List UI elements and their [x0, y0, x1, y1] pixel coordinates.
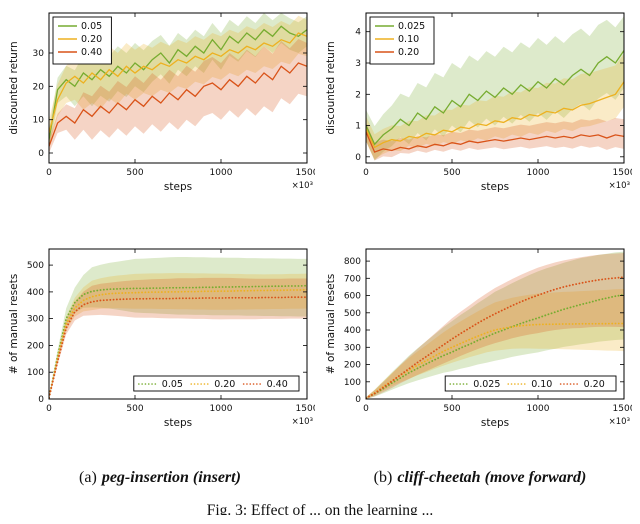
- svg-text:3: 3: [355, 59, 361, 69]
- svg-text:10: 10: [33, 116, 45, 126]
- svg-text:500: 500: [126, 168, 143, 178]
- svg-text:0.20: 0.20: [214, 379, 235, 390]
- svg-text:0.10: 0.10: [531, 379, 552, 390]
- svg-text:0: 0: [363, 168, 369, 178]
- bottom-charts-row: 0500100015000100200300400500steps×10³# o…: [0, 241, 640, 451]
- svg-text:×10³: ×10³: [609, 181, 630, 191]
- svg-text:steps: steps: [164, 417, 192, 429]
- caption-a-label: (a): [79, 469, 97, 486]
- svg-text:0.40: 0.40: [267, 379, 288, 390]
- svg-text:500: 500: [27, 261, 44, 271]
- svg-text:0.05: 0.05: [162, 379, 183, 390]
- svg-text:2: 2: [355, 90, 361, 100]
- caption-a-title: peg-insertion (insert): [101, 469, 241, 486]
- svg-text:steps: steps: [481, 181, 509, 193]
- svg-text:1000: 1000: [210, 168, 233, 178]
- svg-text:500: 500: [443, 404, 460, 414]
- svg-text:steps: steps: [164, 181, 192, 193]
- svg-text:0: 0: [38, 395, 44, 405]
- svg-text:×10³: ×10³: [292, 417, 313, 427]
- svg-text:700: 700: [344, 274, 361, 284]
- figure-caption-text: Fig. 3: Effect of ... on the learning ..…: [206, 502, 434, 515]
- svg-text:100: 100: [344, 378, 361, 388]
- svg-text:0.05: 0.05: [81, 21, 102, 32]
- svg-text:×10³: ×10³: [292, 181, 313, 191]
- svg-text:600: 600: [344, 292, 361, 302]
- svg-text:0.025: 0.025: [398, 21, 425, 32]
- svg-text:4: 4: [355, 28, 361, 38]
- svg-text:0: 0: [355, 153, 361, 163]
- svg-text:300: 300: [344, 343, 361, 353]
- subcaptions-row: (a) peg-insertion (insert) (b) cliff-cheet…: [0, 469, 640, 487]
- svg-text:500: 500: [443, 168, 460, 178]
- svg-text:1: 1: [355, 122, 361, 132]
- caption-b: (b) cliff-cheetah (move forward): [320, 469, 640, 487]
- svg-text:200: 200: [27, 341, 44, 351]
- svg-text:discounted return: discounted return: [8, 41, 20, 134]
- svg-text:0.20: 0.20: [584, 379, 605, 390]
- svg-text:steps: steps: [481, 417, 509, 429]
- svg-text:400: 400: [344, 326, 361, 336]
- svg-text:0.20: 0.20: [398, 47, 419, 58]
- svg-text:discounted return: discounted return: [325, 41, 337, 134]
- caption-b-title: cliff-cheetah (move forward): [397, 469, 587, 486]
- svg-text:200: 200: [344, 361, 361, 371]
- svg-text:0: 0: [363, 404, 369, 414]
- svg-text:300: 300: [27, 315, 44, 325]
- svg-text:0.20: 0.20: [81, 34, 102, 45]
- caption-b-label: (b): [373, 469, 393, 486]
- svg-text:20: 20: [33, 82, 45, 92]
- svg-text:1000: 1000: [210, 404, 233, 414]
- svg-text:0.40: 0.40: [81, 47, 102, 58]
- svg-text:0.025: 0.025: [473, 379, 500, 390]
- svg-text:# of manual resets: # of manual resets: [8, 274, 20, 374]
- svg-text:1000: 1000: [527, 168, 550, 178]
- svg-text:400: 400: [27, 288, 44, 298]
- figure-caption: Fig. 3: Effect of ... on the learning ..…: [0, 501, 640, 515]
- svg-text:0: 0: [355, 395, 361, 405]
- svg-text:100: 100: [27, 368, 44, 378]
- svg-text:0.10: 0.10: [398, 34, 419, 45]
- svg-text:1000: 1000: [527, 404, 550, 414]
- svg-text:30: 30: [33, 49, 45, 59]
- svg-text:0: 0: [46, 404, 52, 414]
- svg-text:800: 800: [344, 257, 361, 267]
- svg-text:0: 0: [46, 168, 52, 178]
- svg-text:500: 500: [126, 404, 143, 414]
- svg-text:×10³: ×10³: [609, 417, 630, 427]
- svg-text:# of manual resets: # of manual resets: [325, 274, 337, 374]
- svg-text:500: 500: [344, 309, 361, 319]
- svg-text:0: 0: [38, 149, 44, 159]
- caption-a: (a) peg-insertion (insert): [0, 469, 320, 487]
